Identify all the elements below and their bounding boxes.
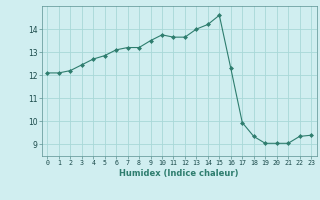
X-axis label: Humidex (Indice chaleur): Humidex (Indice chaleur) bbox=[119, 169, 239, 178]
